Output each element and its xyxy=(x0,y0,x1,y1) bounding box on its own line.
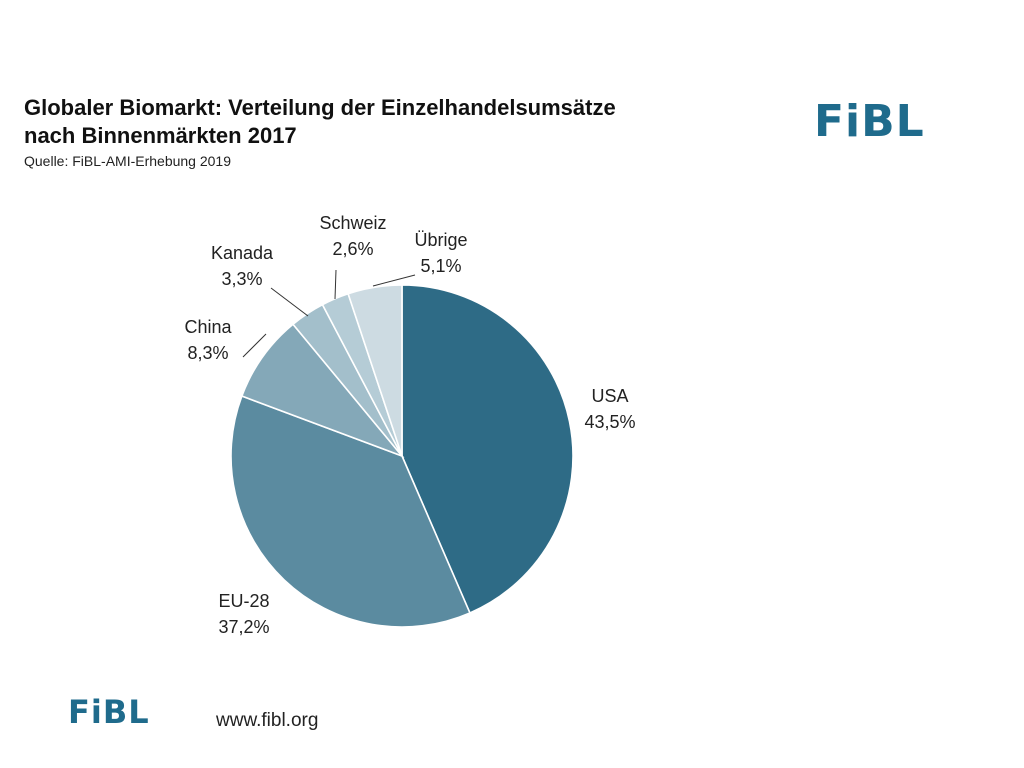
slice-label-value: 8,3% xyxy=(187,343,228,363)
pie-slices xyxy=(230,284,574,628)
chart-title: Globaler Biomarkt: Verteilung der Einzel… xyxy=(24,94,744,150)
slice-label-name: EU-28 xyxy=(218,591,269,611)
slice-label-value: 2,6% xyxy=(332,239,373,259)
leader-line xyxy=(270,287,309,317)
leader-lines xyxy=(242,269,416,358)
fibl-logo-top: FiBL xyxy=(814,96,925,147)
slice-labels: USA 43,5% EU-28 37,2% China 8,3% Kanada 3,3% Sch… xyxy=(184,213,635,637)
leader-line xyxy=(242,333,267,358)
pie-slice-eu-28 xyxy=(230,395,471,628)
slice-label-name: Übrige xyxy=(414,230,467,250)
slice-label-value: 5,1% xyxy=(420,256,461,276)
fibl-logo-bottom: FiBL xyxy=(68,693,150,731)
chart-title-line-1: Globaler Biomarkt: Verteilung der Einzel… xyxy=(24,95,616,120)
chart-title-line-2: nach Binnenmärkten 2017 xyxy=(24,123,297,148)
leader-line xyxy=(372,274,416,287)
website-url: www.fibl.org xyxy=(216,710,319,731)
slice-label-name: Schweiz xyxy=(319,213,386,233)
slice-label-value: 3,3% xyxy=(221,269,262,289)
slice-label-value: 43,5% xyxy=(584,412,635,432)
slice-label-name: China xyxy=(184,317,232,337)
slice-label-name: Kanada xyxy=(211,243,274,263)
pie-slice-china xyxy=(240,323,405,458)
chart-source: Quelle: FiBL-AMI-Erhebung 2019 xyxy=(24,153,231,169)
pie-slice-usa xyxy=(401,284,574,614)
slice-label-name: USA xyxy=(591,386,628,406)
pie-slice-übrige xyxy=(347,284,403,457)
leader-line xyxy=(334,269,337,300)
slice-label-value: 37,2% xyxy=(218,617,269,637)
